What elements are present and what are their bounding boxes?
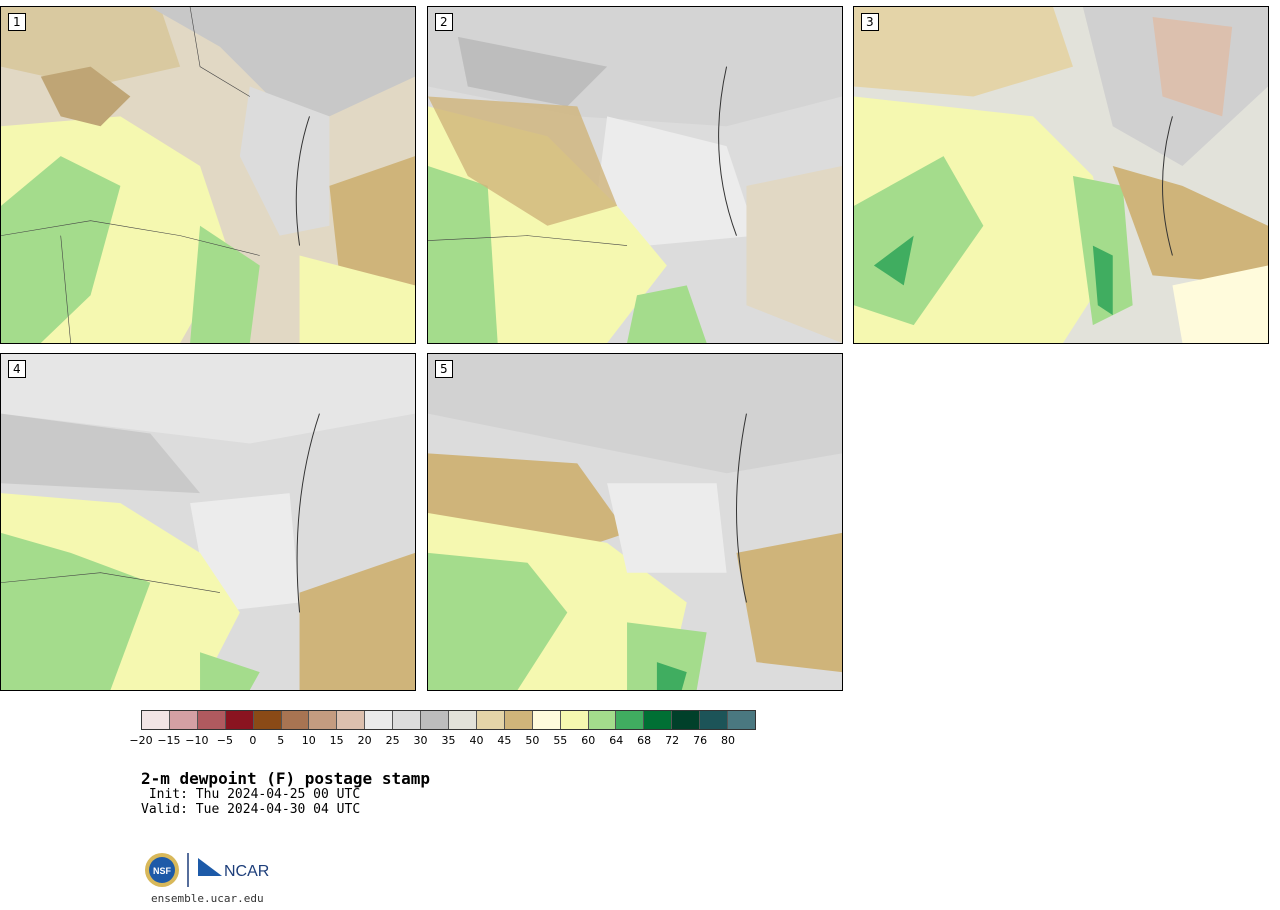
colorbar-swatch — [365, 711, 394, 729]
colorbar-swatch — [421, 711, 449, 729]
colorbar-tick-label: −20 — [129, 734, 153, 747]
colorbar-tick-label: 20 — [357, 734, 372, 747]
colorbar-swatch — [532, 711, 561, 729]
colorbar-tick-label: −15 — [157, 734, 181, 747]
colorbar-swatch — [225, 711, 254, 729]
colorbar-tick-label: 72 — [665, 734, 680, 747]
logo-block: NSF NCAR — [144, 850, 274, 890]
colorbar-tick-label: 64 — [609, 734, 624, 747]
dewpoint-map-3 — [854, 7, 1268, 343]
colorbar-tick-label: 45 — [497, 734, 512, 747]
panel-number-2: 2 — [435, 13, 453, 31]
dewpoint-map-4 — [1, 354, 415, 690]
colorbar — [141, 710, 756, 730]
colorbar-swatch — [504, 711, 533, 729]
map-panel-5: 5 — [427, 353, 843, 691]
colorbar-swatch — [588, 711, 617, 729]
colorbar-swatch — [728, 711, 755, 729]
colorbar-ticks: −20 −15 −10 −5 0 5 10 15 20 25 30 35 40 45 50 55 60 64 68 7… — [129, 734, 756, 748]
dewpoint-map-2 — [428, 7, 842, 343]
colorbar-tick-label: 0 — [249, 734, 257, 747]
colorbar-tick-label: 30 — [413, 734, 428, 747]
colorbar-swatch — [644, 711, 673, 729]
colorbar-swatch — [700, 711, 729, 729]
colorbar-swatch — [560, 711, 589, 729]
map-panel-1: 1 — [0, 6, 416, 344]
dewpoint-map-5 — [428, 354, 842, 690]
colorbar-tick-label: 40 — [469, 734, 484, 747]
colorbar-tick-label: 68 — [637, 734, 652, 747]
svg-text:NCAR: NCAR — [224, 863, 269, 880]
colorbar-swatch — [142, 711, 170, 729]
colorbar-tick-label: 60 — [581, 734, 596, 747]
colorbar-tick-label: 50 — [525, 734, 540, 747]
valid-time: Valid: Tue 2024-04-30 04 UTC — [141, 802, 361, 817]
figure-title: 2-m dewpoint (F) postage stamp — [141, 769, 430, 788]
map-panel-2: 2 — [427, 6, 843, 344]
colorbar-swatch — [448, 711, 477, 729]
colorbar-swatch — [197, 711, 226, 729]
colorbar-swatch — [672, 711, 701, 729]
colorbar-tick-label: 35 — [441, 734, 456, 747]
colorbar-swatch — [281, 711, 310, 729]
map-panel-3: 3 — [853, 6, 1269, 344]
colorbar-tick-label: −5 — [216, 734, 233, 747]
colorbar-swatch — [337, 711, 366, 729]
colorbar-swatch — [169, 711, 198, 729]
dewpoint-map-1 — [1, 7, 415, 343]
panel-number-3: 3 — [861, 13, 879, 31]
colorbar-tick-label: 10 — [301, 734, 316, 747]
svg-text:NSF: NSF — [153, 866, 172, 876]
colorbar-swatch — [309, 711, 338, 729]
colorbar-swatch — [476, 711, 505, 729]
colorbar-tick-label: 25 — [385, 734, 400, 747]
nsf-ncar-logo: NSF NCAR — [145, 853, 269, 887]
colorbar-tick-label: −10 — [185, 734, 209, 747]
colorbar-swatch — [253, 711, 282, 729]
colorbar-tick-label: 5 — [277, 734, 285, 747]
init-time: Init: Thu 2024-04-25 00 UTC — [141, 787, 361, 802]
colorbar-swatch — [393, 711, 422, 729]
panel-number-4: 4 — [8, 360, 26, 378]
panel-number-1: 1 — [8, 13, 26, 31]
colorbar-tick-label: 55 — [553, 734, 568, 747]
colorbar-swatch — [616, 711, 645, 729]
colorbar-tick-label: 76 — [693, 734, 708, 747]
colorbar-tick-label: 80 — [721, 734, 736, 747]
colorbar-tick-label: 15 — [329, 734, 344, 747]
map-panel-4: 4 — [0, 353, 416, 691]
website-link[interactable]: ensemble.ucar.edu — [151, 892, 264, 905]
panel-number-5: 5 — [435, 360, 453, 378]
